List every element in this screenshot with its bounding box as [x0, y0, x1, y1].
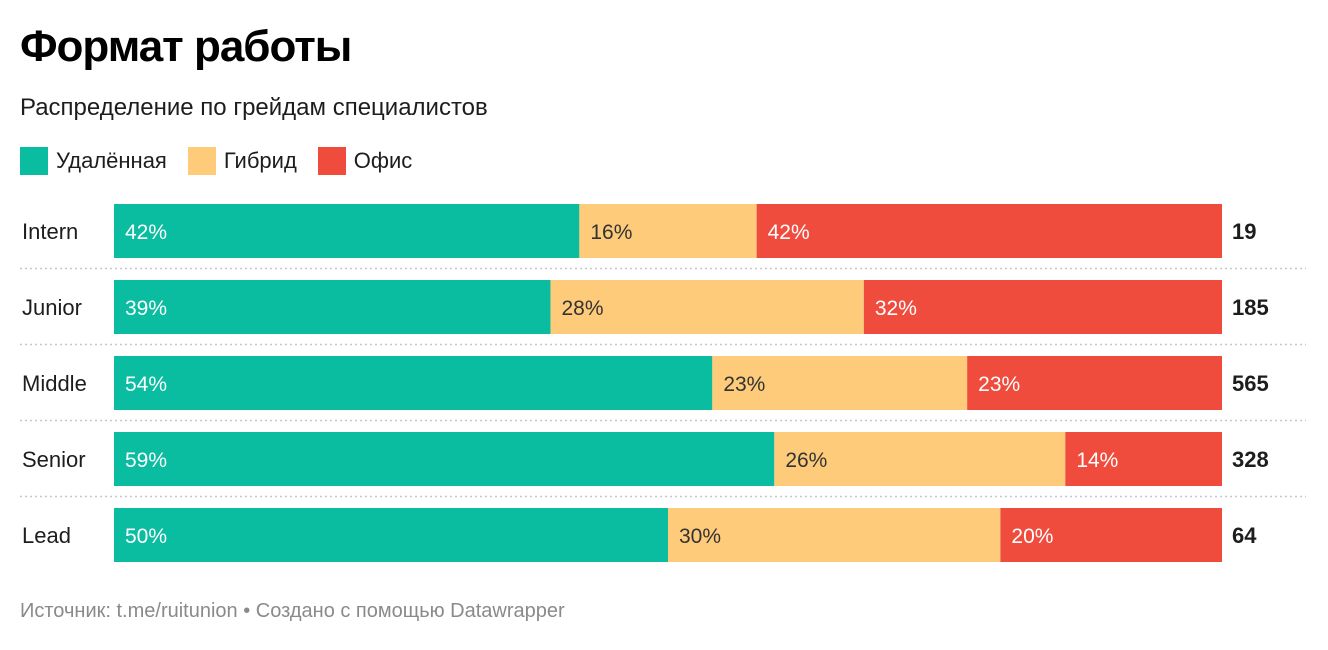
bar-segment-junior-1 [550, 280, 864, 334]
bar-segment-middle-1 [712, 356, 968, 410]
bar-segment-senior-0 [114, 432, 775, 486]
bar-value-label-junior-1: 28% [561, 297, 603, 320]
row-total-senior: 328 [1232, 447, 1269, 472]
legend-swatch-hybrid [187, 147, 216, 175]
chart-subtitle: Распределение по грейдам специалистов [20, 94, 488, 121]
legend-item-remote: Удалённая [20, 147, 167, 175]
bar-value-label-middle-0: 54% [125, 373, 167, 396]
row-total-lead: 64 [1232, 523, 1257, 548]
bar-value-label-middle-1: 23% [723, 373, 765, 396]
bar-segment-middle-0 [114, 356, 713, 410]
bar-value-label-lead-2: 20% [1011, 525, 1053, 548]
bar-segment-junior-2 [863, 280, 1222, 334]
row-label-lead: Lead [22, 523, 71, 548]
row-label-junior: Junior [22, 295, 82, 320]
legend-swatch-office [317, 147, 346, 175]
bar-value-label-lead-0: 50% [125, 525, 167, 548]
bar-segment-lead-1 [668, 508, 1001, 562]
legend-item-hybrid: Гибрид [187, 147, 297, 175]
bar-segment-senior-1 [774, 432, 1066, 486]
stacked-bar-chart: Intern 42% 16% 42% 19 Junior 39% 28% 32% 185 Middl… [20, 204, 1306, 562]
legend-item-office: Офис [317, 147, 413, 175]
chart-footer-source: Источник: t.me/ruitunion • Создано с пом… [20, 600, 565, 622]
row-label-intern: Intern [22, 219, 78, 244]
bar-segment-lead-0 [114, 508, 668, 562]
bar-segment-lead-2 [1000, 508, 1222, 562]
row-total-middle: 565 [1232, 371, 1269, 396]
bar-value-label-junior-2: 32% [875, 297, 917, 320]
chart-title: Формат работы [20, 22, 352, 71]
bar-segment-intern-1 [579, 204, 757, 258]
legend-label-hybrid: Гибрид [223, 148, 297, 173]
chart-legend: Удалённая Гибрид Офис [20, 146, 433, 176]
bar-value-label-intern-1: 16% [590, 221, 632, 244]
bar-value-label-middle-2: 23% [978, 373, 1020, 396]
bar-value-label-intern-2: 42% [768, 221, 810, 244]
legend-swatch-remote [20, 147, 48, 175]
row-total-intern: 19 [1232, 219, 1256, 244]
bar-value-label-senior-2: 14% [1076, 449, 1118, 472]
row-total-junior: 185 [1232, 295, 1269, 320]
bar-segment-middle-2 [967, 356, 1222, 410]
row-label-middle: Middle [22, 371, 87, 396]
row-label-senior: Senior [22, 447, 86, 472]
bar-segment-intern-0 [114, 204, 580, 258]
bar-value-label-senior-0: 59% [125, 449, 167, 472]
bar-value-label-lead-1: 30% [679, 525, 721, 548]
bar-value-label-intern-0: 42% [125, 221, 167, 244]
bar-segment-junior-0 [114, 280, 551, 334]
legend-label-remote: Удалённая [56, 148, 167, 173]
bar-value-label-senior-1: 26% [785, 449, 827, 472]
bar-segment-senior-2 [1065, 432, 1222, 486]
bar-value-label-junior-0: 39% [125, 297, 167, 320]
bar-segment-intern-2 [756, 204, 1222, 258]
legend-label-office: Офис [353, 148, 413, 173]
